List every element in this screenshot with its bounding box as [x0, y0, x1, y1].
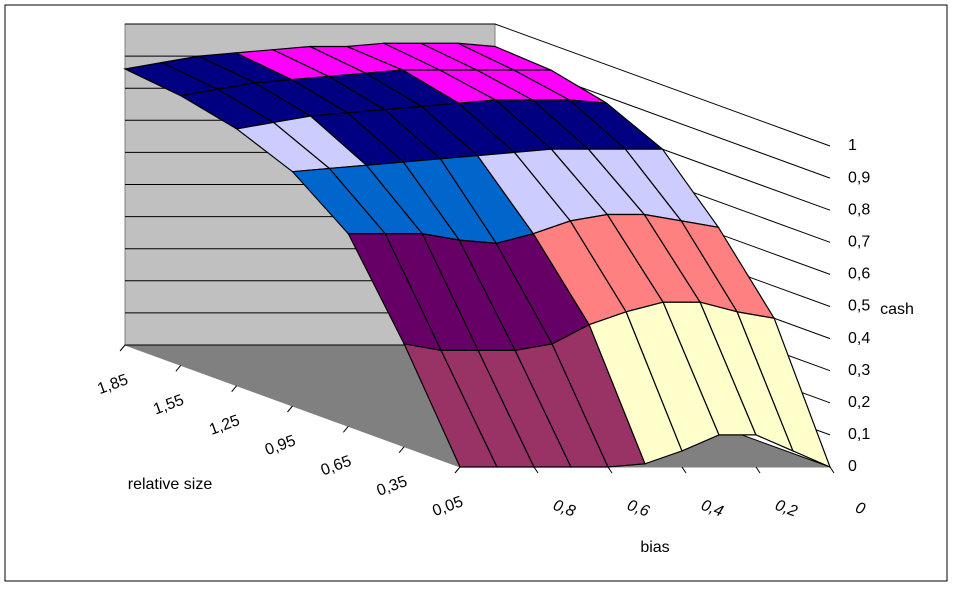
- x-tick: [755, 466, 761, 474]
- z-tick-label: 0,4: [848, 330, 870, 347]
- z-tick-label: 0: [848, 458, 857, 475]
- y-axis-title: relative size: [128, 476, 213, 493]
- x-tick-label: 0,8: [551, 497, 578, 521]
- z-tick-label: 1: [848, 137, 857, 154]
- y-tick: [175, 365, 182, 372]
- x-tick: [607, 466, 613, 474]
- z-tick-label: 0,9: [848, 169, 870, 186]
- z-tick-label: 0,8: [848, 201, 870, 218]
- x-tick: [829, 466, 835, 474]
- z-tick-label: 0,1: [848, 426, 870, 443]
- z-tick-label: 0,5: [848, 298, 870, 315]
- z-tick-label: 0,2: [848, 394, 870, 411]
- z-axis-title: cash: [880, 301, 914, 318]
- y-tick: [342, 426, 349, 433]
- z-tick-label: 0,7: [848, 234, 870, 251]
- x-tick: [533, 466, 539, 474]
- x-tick: [681, 466, 687, 474]
- y-tick: [454, 466, 461, 474]
- z-tick-label: 0,3: [848, 362, 870, 379]
- z-tick-label: 0,6: [848, 266, 870, 283]
- y-tick: [287, 405, 293, 413]
- x-axis-title: bias: [640, 539, 669, 556]
- x-tick-label: 0,4: [699, 497, 726, 521]
- y-tick: [119, 344, 126, 352]
- grid-line: [125, 23, 831, 147]
- y-tick: [398, 446, 405, 453]
- y-tick: [231, 385, 238, 392]
- x-tick-label: 0,2: [773, 497, 800, 521]
- x-tick-label: 0,6: [625, 497, 652, 521]
